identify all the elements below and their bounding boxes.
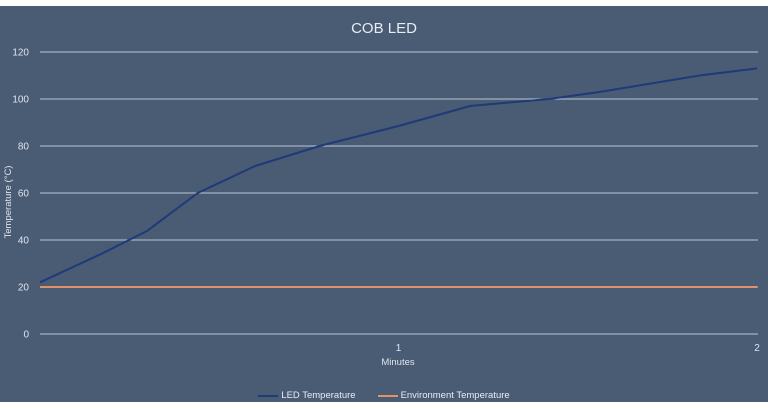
legend-item-environment: Environment Temperature [377, 390, 510, 401]
legend-label-led: LED Temperature [281, 390, 356, 401]
y-tick-label: 40 [18, 236, 30, 247]
y-tick-label: 80 [18, 142, 30, 153]
y-tick-label: 120 [12, 48, 29, 59]
led-temperature-line [39, 67, 758, 284]
led-swatch-icon [258, 394, 279, 397]
x-tick-label: 1 [396, 343, 402, 354]
chart-title: COB LED [351, 20, 417, 37]
legend-label-environment: Environment Temperature [400, 390, 510, 401]
gridlines [40, 51, 758, 335]
y-tick-label: 100 [12, 95, 29, 106]
y-tick-label: 60 [18, 189, 30, 200]
x-axis-label: Minutes [381, 357, 415, 368]
y-axis-label: Temperature (°C) [3, 166, 14, 239]
y-tick-label: 20 [18, 283, 30, 294]
series-lines [39, 67, 758, 288]
y-axis-ticks: 0 20 40 60 80 100 120 [12, 48, 29, 341]
legend: LED Temperature Environment Temperature [0, 390, 768, 401]
y-tick-label: 0 [23, 330, 29, 341]
environment-swatch-icon [377, 394, 398, 397]
legend-item-led: LED Temperature [258, 390, 356, 401]
x-tick-label: 2 [754, 343, 760, 354]
